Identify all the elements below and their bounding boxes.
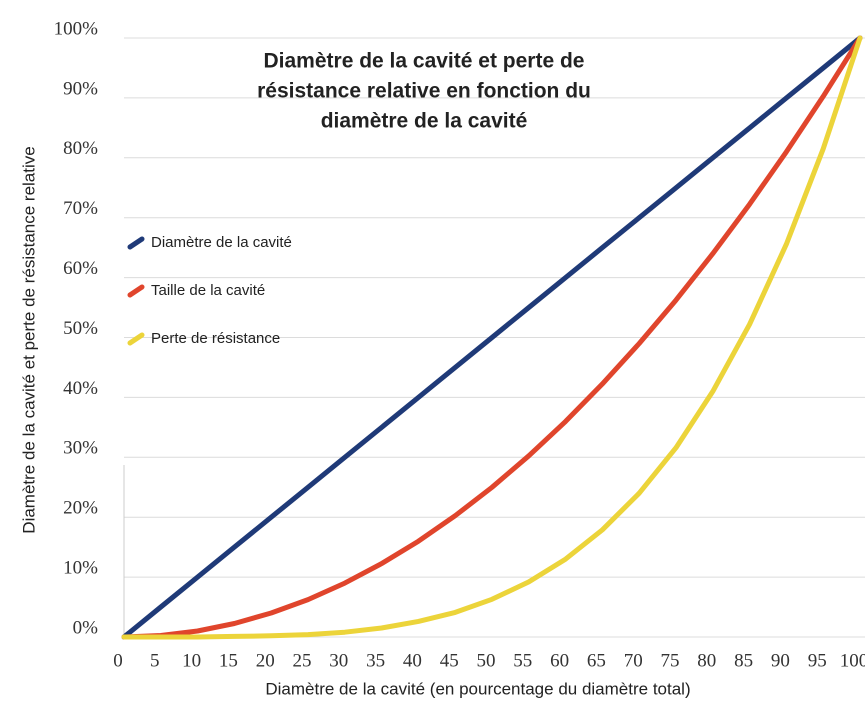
series-line — [121, 35, 863, 640]
x-tick-label: 10 — [182, 650, 201, 671]
y-tick-label: 30% — [63, 438, 98, 459]
x-tick-label: 15 — [219, 650, 238, 671]
x-tick-label: 65 — [587, 650, 606, 671]
legend-label: Taille de la cavité — [151, 282, 265, 299]
x-tick-label: 20 — [256, 650, 275, 671]
x-tick-label: 30 — [329, 650, 348, 671]
x-tick-label: 25 — [293, 650, 312, 671]
x-tick-label: 5 — [150, 650, 160, 671]
y-tick-label: 40% — [63, 378, 98, 399]
x-tick-label: 45 — [440, 650, 459, 671]
x-tick-label: 70 — [624, 650, 643, 671]
legend-label: Diamètre de la cavité — [151, 234, 292, 251]
x-axis-title: Diamètre de la cavité (en pourcentage du… — [265, 679, 690, 698]
x-tick-label: 95 — [808, 650, 827, 671]
y-tick-label: 10% — [63, 557, 98, 578]
x-tick-label: 80 — [697, 650, 716, 671]
legend-marker — [127, 284, 145, 298]
legend-marker — [127, 236, 145, 250]
x-tick-label: 85 — [734, 650, 753, 671]
series-line — [121, 35, 863, 640]
x-tick-label: 90 — [771, 650, 790, 671]
y-tick-label: 70% — [63, 198, 98, 219]
y-tick-label: 50% — [63, 318, 98, 339]
chart-title: Diamètre de la cavité et perte de — [264, 50, 585, 73]
y-tick-label: 20% — [63, 498, 98, 519]
y-tick-label: 100% — [54, 18, 99, 39]
y-tick-label: 0% — [73, 617, 99, 638]
x-tick-label: 50 — [477, 650, 496, 671]
chart-title: diamètre de la cavité — [321, 110, 528, 133]
x-tick-label: 75 — [661, 650, 680, 671]
y-axis-title: Diamètre de la cavité et perte de résist… — [19, 146, 38, 533]
x-tick-label: 0 — [113, 650, 123, 671]
x-tick-label: 100 — [840, 650, 865, 671]
legend-label: Perte de résistance — [151, 330, 280, 347]
legend-marker — [127, 332, 145, 346]
x-tick-label: 55 — [513, 650, 532, 671]
x-tick-label: 40 — [403, 650, 422, 671]
x-tick-label: 35 — [366, 650, 385, 671]
y-tick-label: 80% — [63, 138, 98, 159]
x-tick-label: 60 — [550, 650, 569, 671]
chart-title: résistance relative en fonction du — [257, 80, 591, 103]
y-tick-label: 60% — [63, 258, 98, 279]
y-tick-label: 90% — [63, 78, 98, 99]
series-line — [121, 35, 863, 640]
